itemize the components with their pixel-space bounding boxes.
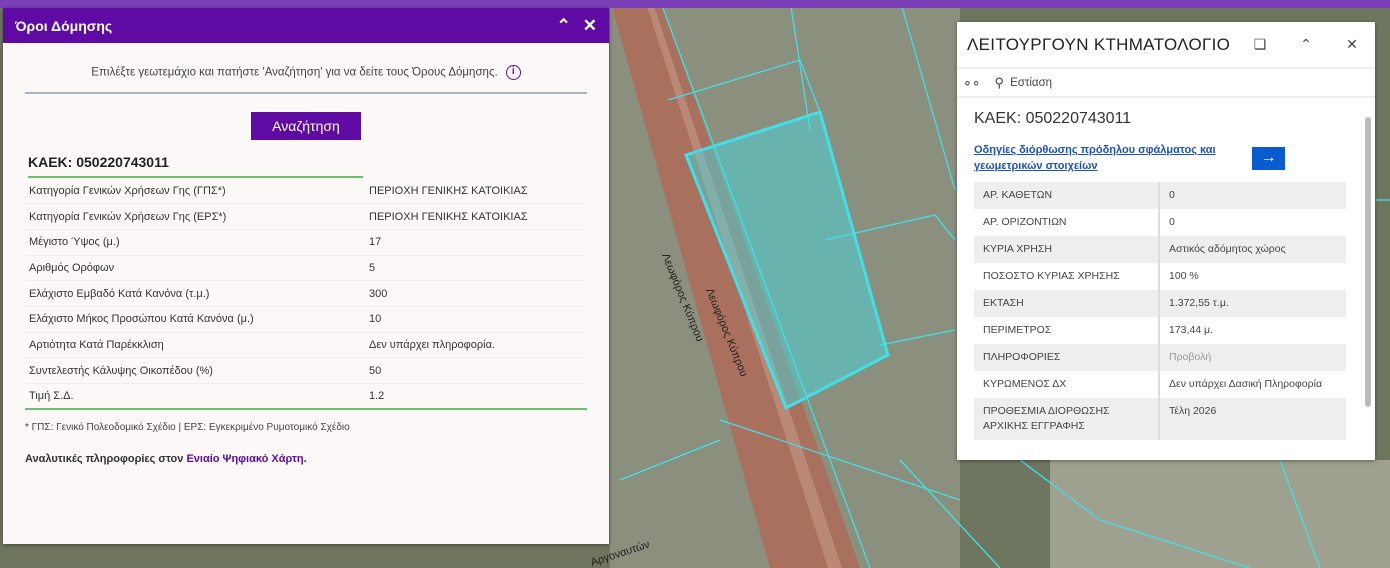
row-value: Τέλη 2026	[1169, 405, 1217, 417]
cadastre-panel: ΛΕΙΤΟΥΡΓΟΥΝ ΚΤΗΜΑΤΟΛΟΓΙΟ ❏ ⌃ ✕ ∘∘ ⚲ Εστί…	[957, 22, 1375, 460]
row-value: ΠΕΡΙΟΧΗ ΓΕΝΙΚΗΣ ΚΑΤΟΙΚΙΑΣ	[365, 203, 587, 230]
row-value: 50	[365, 357, 587, 384]
table-row: ΠΡΟΘΕΣΜΙΑ ΔΙΟΡΘΩΣΗΣ ΑΡΧΙΚΗΣ ΕΓΓΡΑΦΗΣ Τέλη…	[974, 398, 1346, 440]
unified-map-link[interactable]: Ενιαίο Ψηφιακό Χάρτη	[186, 453, 304, 466]
row-value: 1.372,55 τ.μ.	[1169, 297, 1229, 309]
row-label: ΕΚΤΑΣΗ	[974, 290, 1160, 317]
table-row: ΚΥΡΩΜΕΝΟΣ ΔΧ Δεν υπάρχει Δασική Πληροφορί…	[974, 371, 1346, 398]
row-label: Κατηγορία Γενικών Χρήσεων Γης (ΓΠΣ*)	[25, 178, 365, 205]
table-row: ΠΟΣΟΣΤΟ ΚΥΡΙΑΣ ΧΡΗΣΗΣ 100 %	[974, 263, 1346, 290]
table-row: ΑΡ. ΟΡΙΖΟΝΤΙΩΝ 0	[974, 209, 1346, 236]
table-row: Τιμή Σ.Δ. 1.2	[25, 383, 587, 411]
table-row: ΑΡ. ΚΑΘΕΤΩΝ 0	[974, 182, 1346, 209]
search-button[interactable]: Αναζήτηση	[251, 112, 361, 140]
row-value: 5	[365, 255, 587, 282]
row-label: Συντελεστής Κάλυψης Οικοπέδου (%)	[25, 357, 365, 384]
table-row: ΕΚΤΑΣΗ 1.372,55 τ.μ.	[974, 290, 1346, 317]
row-value: Δεν υπάρχει Δασική Πληροφορία	[1169, 378, 1323, 390]
close-icon[interactable]: ✕	[582, 15, 597, 35]
table-row: Κατηγορία Γενικών Χρήσεων Γης (ΕΡΣ*) ΠΕΡΙ…	[25, 203, 587, 230]
row-value: ΠΕΡΙΟΧΗ ΓΕΝΙΚΗΣ ΚΑΤΟΙΚΙΑΣ	[365, 178, 587, 205]
row-label: ΑΡ. ΟΡΙΖΟΝΤΙΩΝ	[974, 209, 1160, 236]
chevron-up-icon[interactable]: ⌃	[1300, 36, 1312, 52]
row-value: 10	[365, 306, 587, 333]
row-label: ΠΕΡΙΜΕΤΡΟΣ	[974, 317, 1160, 344]
panel-title: Όροι Δόμησης	[15, 17, 113, 34]
more-info: Αναλυτικές πληροφορίες στον Ενιαίο Ψηφια…	[25, 453, 609, 465]
row-label: Αρτιότητα Κατά Παρέκκλιση	[25, 332, 365, 359]
row-value[interactable]: Προβολή	[1169, 351, 1212, 363]
table-row: ΠΛΗΡΟΦΟΡΙΕΣ Προβολή	[974, 344, 1346, 371]
cadastre-title: ΛΕΙΤΟΥΡΓΟΥΝ ΚΤΗΜΑΤΟΛΟΓΙΟ	[967, 34, 1231, 54]
row-label: ΚΥΡΩΜΕΝΟΣ ΔΧ	[974, 371, 1160, 398]
table-row: Αρτιότητα Κατά Παρέκκλιση Δεν υπάρχει πλη…	[25, 332, 587, 359]
row-value: 100 %	[1169, 270, 1199, 282]
row-value: 1.2	[365, 383, 587, 411]
more-prefix: Αναλυτικές πληροφορίες στον	[25, 453, 187, 466]
collapse-icon[interactable]: ⌃	[556, 15, 571, 35]
table-row: Αριθμός Ορόφων 5	[25, 255, 587, 282]
scrollbar-thumb[interactable]	[1365, 117, 1371, 407]
row-label: Κατηγορία Γενικών Χρήσεων Γης (ΕΡΣ*)	[25, 203, 365, 230]
table-row: Κατηγορία Γενικών Χρήσεων Γης (ΓΠΣ*) ΠΕΡΙ…	[25, 178, 587, 205]
app-top-bar	[0, 0, 1390, 8]
scrollbar[interactable]	[1363, 102, 1373, 462]
row-value: 17	[365, 229, 587, 256]
row-label: ΚΥΡΙΑ ΧΡΗΣΗ	[974, 236, 1160, 263]
row-value: Αστικός αδόμητος χώρος	[1169, 243, 1286, 255]
info-icon[interactable]: i	[505, 65, 521, 80]
intro-label: Επιλέξτε γεωτεμάχιο και πατήστε 'Αναζήτη…	[91, 66, 498, 79]
close-icon[interactable]: ✕	[1346, 36, 1358, 52]
row-label: ΠΡΟΘΕΣΜΙΑ ΔΙΟΡΘΩΣΗΣ ΑΡΧΙΚΗΣ ΕΓΓΡΑΦΗΣ	[974, 398, 1160, 440]
terms-table: Κατηγορία Γενικών Χρήσεων Γης (ΓΠΣ*) ΠΕΡΙ…	[25, 178, 587, 411]
building-terms-panel: Όροι Δόμησης ⌃ ✕ Επιλέξτε γεωτεμάχιο και…	[3, 8, 609, 544]
row-value: 0	[1169, 216, 1175, 228]
row-label: ΑΡ. ΚΑΘΕΤΩΝ	[974, 182, 1160, 209]
more-suffix: .	[303, 453, 307, 466]
cadastre-kaek: ΚΑΕΚ: 050220743011	[974, 110, 1132, 127]
table-row: Ελάχιστο Μήκος Προσώπου Κατά Κανόνα (μ.)…	[25, 306, 587, 333]
kaek-heading: ΚΑΕΚ: 050220743011	[28, 154, 363, 178]
table-row: ΚΥΡΙΑ ΧΡΗΣΗ Αστικός αδόμητος χώρος	[974, 236, 1346, 263]
row-value: 300	[365, 280, 587, 307]
panel-header: Όροι Δόμησης ⌃ ✕	[3, 8, 609, 43]
row-label: Τιμή Σ.Δ.	[25, 383, 365, 411]
cadastre-table: ΑΡ. ΚΑΘΕΤΩΝ 0 ΑΡ. ΟΡΙΖΟΝΤΙΩΝ 0 ΚΥΡΙΑ ΧΡΗΣΗ Ασ…	[974, 182, 1346, 440]
intro-text: Επιλέξτε γεωτεμάχιο και πατήστε 'Αναζήτη…	[25, 65, 587, 94]
table-row: Ελάχιστο Εμβαδό Κατά Κανόνα (τ.μ.) 300	[25, 280, 587, 307]
row-label: ΠΟΣΟΣΤΟ ΚΥΡΙΑΣ ΧΡΗΣΗΣ	[974, 263, 1160, 290]
zoom-to-button[interactable]: Εστίαση	[1010, 76, 1053, 89]
row-value: 0	[1169, 189, 1175, 201]
row-label: Ελάχιστο Εμβαδό Κατά Κανόνα (τ.μ.)	[25, 280, 365, 307]
row-label: Μέγιστο Ύψος (μ.)	[25, 229, 365, 256]
dock-icon[interactable]: ❏	[1253, 36, 1267, 52]
row-label: Ελάχιστο Μήκος Προσώπου Κατά Κανόνα (μ.)	[25, 306, 365, 333]
row-label: Αριθμός Ορόφων	[25, 255, 365, 282]
table-row: Μέγιστο Ύψος (μ.) 17	[25, 229, 587, 256]
arrow-right-button[interactable]: →	[1252, 146, 1285, 170]
toolbar: ∘∘ ⚲ Εστίαση	[957, 69, 1375, 98]
parcel-lines	[619, 0, 1390, 568]
road	[610, 0, 860, 568]
table-row: Συντελεστής Κάλυψης Οικοπέδου (%) 50	[25, 357, 587, 384]
selected-parcel	[684, 110, 890, 411]
row-label: ΠΛΗΡΟΦΟΡΙΕΣ	[974, 344, 1160, 371]
row-value: Δεν υπάρχει πληροφορία.	[365, 332, 587, 359]
zoom-in-icon[interactable]: ⚲	[994, 74, 1005, 90]
actions-grid-icon[interactable]: ∘∘	[963, 74, 981, 90]
row-value: 173,44 μ.	[1169, 324, 1213, 336]
table-row: ΠΕΡΙΜΕΤΡΟΣ 173,44 μ.	[974, 317, 1346, 344]
correction-guide-link[interactable]: Οδηγίες διόρθωσης πρόδηλου σφάλματος και…	[974, 144, 1216, 172]
footnote: * ΓΠΣ: Γενικό Πολεοδομικό Σχέδιο | ΕΡΣ: …	[25, 422, 350, 434]
cadastre-header: ΛΕΙΤΟΥΡΓΟΥΝ ΚΤΗΜΑΤΟΛΟΓΙΟ ❏ ⌃ ✕	[957, 22, 1375, 69]
